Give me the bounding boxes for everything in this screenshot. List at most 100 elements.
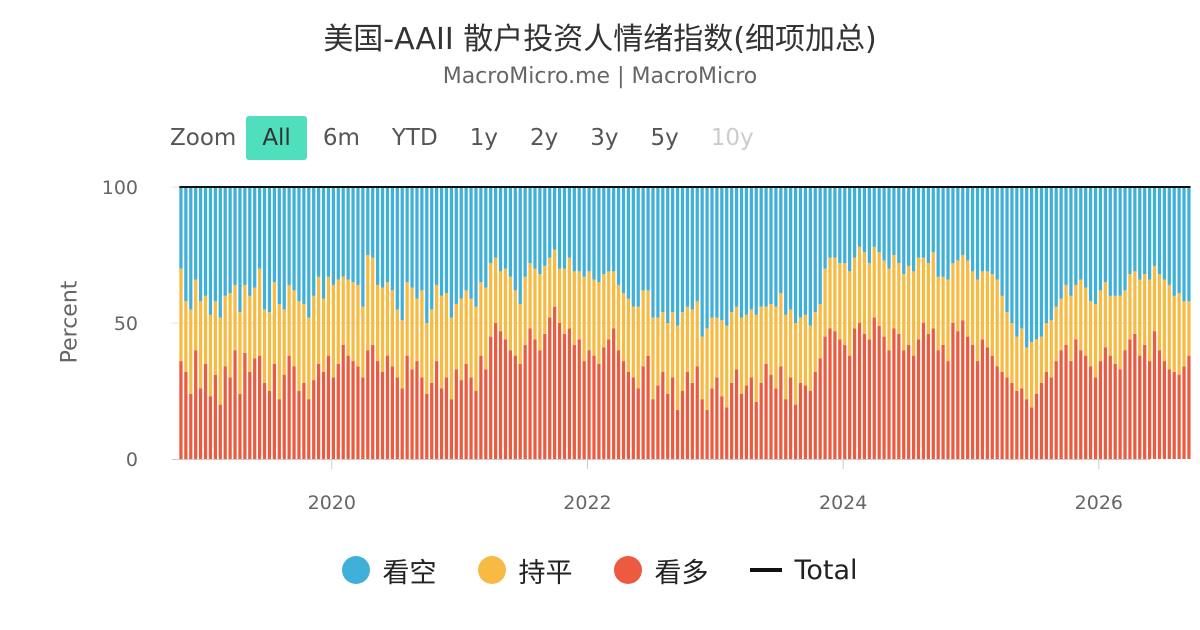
bar-segment-neutral[interactable]	[1049, 320, 1053, 378]
bar-segment-bearish[interactable]	[592, 187, 596, 280]
bar-segment-neutral[interactable]	[538, 274, 542, 351]
bar-segment-neutral[interactable]	[233, 284, 237, 351]
bar-segment-bearish[interactable]	[828, 187, 832, 258]
bar-segment-bearish[interactable]	[892, 187, 896, 255]
bar-segment-neutral[interactable]	[459, 298, 463, 381]
bar-segment-bullish[interactable]	[582, 361, 586, 459]
bar-segment-bullish[interactable]	[759, 382, 763, 459]
bar-segment-bearish[interactable]	[361, 187, 365, 307]
bar-segment-bearish[interactable]	[661, 187, 665, 313]
bar-segment-neutral[interactable]	[1020, 328, 1024, 389]
bar-segment-bearish[interactable]	[877, 187, 881, 253]
bar-segment-bearish[interactable]	[862, 187, 867, 253]
bar-segment-neutral[interactable]	[528, 263, 532, 329]
bar-segment-bearish[interactable]	[464, 187, 468, 291]
bar-segment-neutral[interactable]	[656, 317, 660, 386]
bar-segment-bullish[interactable]	[921, 323, 926, 459]
bar-segment-neutral[interactable]	[1029, 342, 1034, 408]
bar-segment-bearish[interactable]	[395, 187, 399, 310]
bar-segment-bearish[interactable]	[941, 187, 945, 277]
bar-segment-neutral[interactable]	[577, 271, 581, 340]
bar-segment-bullish[interactable]	[931, 328, 935, 459]
bar-segment-bearish[interactable]	[223, 187, 227, 296]
bar-segment-bearish[interactable]	[577, 187, 581, 272]
bar-segment-bullish[interactable]	[592, 355, 596, 459]
bar-segment-bearish[interactable]	[548, 187, 552, 258]
bar-segment-bearish[interactable]	[449, 187, 454, 318]
bar-segment-bearish[interactable]	[764, 187, 768, 307]
bar-segment-neutral[interactable]	[823, 268, 827, 337]
bar-segment-bearish[interactable]	[666, 187, 670, 323]
bar-segment-bullish[interactable]	[430, 382, 434, 459]
bar-segment-bullish[interactable]	[1177, 374, 1181, 459]
bar-segment-neutral[interactable]	[317, 276, 321, 364]
bar-segment-neutral[interactable]	[710, 317, 714, 389]
bar-segment-bearish[interactable]	[253, 187, 257, 288]
bar-segment-bullish[interactable]	[602, 347, 606, 459]
bar-segment-neutral[interactable]	[877, 252, 881, 326]
bar-segment-bullish[interactable]	[326, 355, 331, 459]
bar-segment-bearish[interactable]	[1025, 187, 1029, 348]
bar-segment-neutral[interactable]	[808, 325, 812, 391]
bar-segment-bearish[interactable]	[685, 187, 690, 307]
bar-segment-bearish[interactable]	[690, 187, 694, 310]
bar-segment-bearish[interactable]	[371, 187, 375, 258]
bar-segment-bearish[interactable]	[1015, 187, 1019, 337]
zoom-button-2y[interactable]: 2y	[529, 125, 559, 151]
bar-segment-neutral[interactable]	[803, 314, 808, 386]
bar-segment-neutral[interactable]	[312, 295, 316, 381]
bar-segment-bullish[interactable]	[852, 328, 857, 459]
bar-segment-neutral[interactable]	[346, 279, 350, 356]
bar-segment-bullish[interactable]	[631, 377, 635, 459]
bar-segment-bearish[interactable]	[784, 187, 788, 315]
bar-segment-neutral[interactable]	[376, 284, 380, 362]
zoom-button-1y[interactable]: 1y	[469, 125, 498, 151]
bar-segment-bearish[interactable]	[572, 187, 576, 272]
bar-segment-bearish[interactable]	[1079, 187, 1083, 280]
bar-segment-neutral[interactable]	[872, 246, 876, 318]
bar-segment-bullish[interactable]	[739, 393, 744, 459]
bar-segment-neutral[interactable]	[705, 328, 709, 411]
bar-segment-bullish[interactable]	[1118, 369, 1122, 459]
bar-segment-bullish[interactable]	[528, 328, 532, 459]
bar-segment-neutral[interactable]	[621, 293, 626, 362]
bar-segment-neutral[interactable]	[503, 268, 508, 340]
bar-segment-bullish[interactable]	[277, 399, 281, 459]
bar-segment-bullish[interactable]	[498, 331, 503, 459]
bar-segment-bullish[interactable]	[198, 388, 203, 459]
bar-segment-bearish[interactable]	[321, 187, 326, 299]
bar-segment-neutral[interactable]	[592, 279, 596, 356]
bar-segment-bullish[interactable]	[764, 363, 768, 459]
bar-segment-bearish[interactable]	[926, 187, 930, 264]
bar-segment-neutral[interactable]	[1015, 336, 1019, 391]
bar-segment-bearish[interactable]	[459, 187, 463, 299]
bar-segment-bullish[interactable]	[356, 366, 360, 459]
bar-segment-bearish[interactable]	[695, 187, 699, 302]
bar-segment-bullish[interactable]	[1015, 391, 1019, 459]
bar-segment-bullish[interactable]	[769, 374, 773, 459]
bar-segment-bearish[interactable]	[749, 187, 753, 310]
bar-segment-bullish[interactable]	[946, 361, 950, 459]
bar-segment-bullish[interactable]	[376, 361, 380, 459]
bar-segment-bullish[interactable]	[184, 371, 188, 459]
bar-segment-bullish[interactable]	[823, 336, 827, 459]
bar-segment-bullish[interactable]	[405, 355, 409, 459]
bar-segment-bullish[interactable]	[557, 323, 562, 459]
bar-segment-bullish[interactable]	[803, 385, 808, 459]
bar-segment-bearish[interactable]	[203, 187, 208, 296]
bar-segment-neutral[interactable]	[282, 309, 286, 375]
bar-segment-neutral[interactable]	[902, 274, 906, 351]
bar-segment-bullish[interactable]	[567, 328, 572, 459]
bar-segment-bearish[interactable]	[528, 187, 532, 264]
bar-segment-bullish[interactable]	[1044, 371, 1048, 459]
bar-segment-neutral[interactable]	[602, 274, 606, 348]
bar-segment-bullish[interactable]	[1069, 361, 1073, 459]
bar-segment-bullish[interactable]	[916, 339, 921, 459]
bar-segment-bullish[interactable]	[331, 377, 335, 459]
bar-segment-neutral[interactable]	[366, 255, 370, 351]
bar-segment-neutral[interactable]	[921, 257, 926, 323]
bar-segment-neutral[interactable]	[798, 317, 803, 383]
bar-segment-bearish[interactable]	[208, 187, 213, 315]
bar-segment-bullish[interactable]	[1133, 333, 1137, 459]
bar-segment-neutral[interactable]	[356, 284, 360, 367]
